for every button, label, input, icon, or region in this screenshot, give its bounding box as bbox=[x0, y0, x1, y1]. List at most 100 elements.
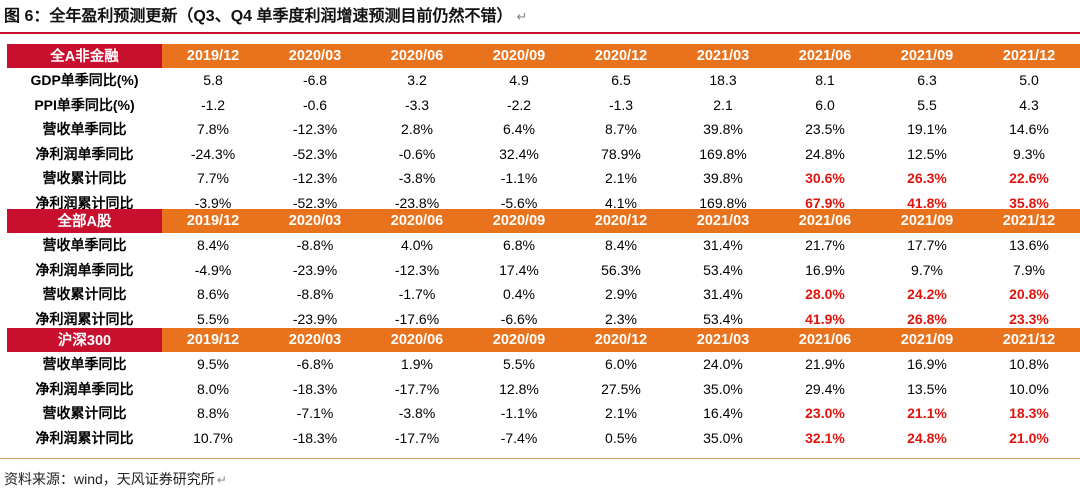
column-header: 2021/06 bbox=[774, 44, 876, 69]
value-cell: 2.9% bbox=[570, 282, 672, 307]
bottom-rule bbox=[0, 458, 1080, 459]
row-label: 净利润累计同比 bbox=[7, 425, 162, 451]
value-cell: 16.4% bbox=[672, 401, 774, 426]
value-cell: 8.4% bbox=[162, 233, 264, 258]
value-cell: 23.0% bbox=[774, 401, 876, 426]
value-cell: 24.2% bbox=[876, 282, 978, 307]
value-cell: 5.0 bbox=[978, 68, 1080, 93]
value-cell: 10.8% bbox=[978, 352, 1080, 377]
row-label: 营收单季同比 bbox=[7, 352, 162, 377]
value-cell: 21.9% bbox=[774, 352, 876, 377]
row-label: 净利润单季同比 bbox=[7, 257, 162, 283]
value-cell: 53.4% bbox=[672, 257, 774, 283]
column-header: 2019/12 bbox=[162, 328, 264, 353]
value-cell: 53.4% bbox=[672, 306, 774, 332]
row-label: 营收累计同比 bbox=[7, 282, 162, 307]
value-cell: -1.1% bbox=[468, 166, 570, 191]
value-cell: 13.6% bbox=[978, 233, 1080, 258]
table-row: PPI单季同比(%) -1.2 -0.6 -3.3 -2.2 -1.3 2.1 6.0 5.5 4… bbox=[7, 92, 1080, 118]
value-cell: 10.0% bbox=[978, 376, 1080, 402]
value-cell: 31.4% bbox=[672, 282, 774, 307]
table-csi300: 沪深300 2019/12 2020/03 2020/06 2020/09 2020/12… bbox=[7, 328, 1080, 451]
value-cell: -12.3% bbox=[264, 166, 366, 191]
column-header: 2021/12 bbox=[978, 328, 1080, 353]
column-header: 2021/03 bbox=[672, 209, 774, 234]
value-cell: 6.0% bbox=[570, 352, 672, 377]
column-header: 2020/06 bbox=[366, 328, 468, 353]
table-header-row: 全部A股 2019/12 2020/03 2020/06 2020/09 2020/12 2… bbox=[7, 209, 1080, 234]
value-cell: -0.6 bbox=[264, 92, 366, 118]
table-name-cell: 全A非金融 bbox=[7, 44, 162, 69]
value-cell: 4.3 bbox=[978, 92, 1080, 118]
value-cell: 2.3% bbox=[570, 306, 672, 332]
value-cell: 7.8% bbox=[162, 117, 264, 142]
column-header: 2020/12 bbox=[570, 209, 672, 234]
value-cell: -18.3% bbox=[264, 425, 366, 451]
value-cell: -3.8% bbox=[366, 166, 468, 191]
table-header-row: 沪深300 2019/12 2020/03 2020/06 2020/09 2020/12… bbox=[7, 328, 1080, 353]
column-header: 2021/09 bbox=[876, 44, 978, 69]
column-header: 2020/09 bbox=[468, 44, 570, 69]
value-cell: -1.2 bbox=[162, 92, 264, 118]
value-cell: 0.4% bbox=[468, 282, 570, 307]
column-header: 2021/09 bbox=[876, 328, 978, 353]
top-rule bbox=[0, 32, 1080, 34]
row-label: 营收单季同比 bbox=[7, 233, 162, 258]
table-row: 净利润单季同比 -24.3% -52.3% -0.6% 32.4% 78.9% 169.8%… bbox=[7, 141, 1080, 167]
value-cell: 5.5% bbox=[468, 352, 570, 377]
table-row: 营收单季同比 8.4% -8.8% 4.0% 6.8% 8.4% 31.4% 21.7% 17.… bbox=[7, 233, 1080, 258]
table-row: 净利润累计同比 10.7% -18.3% -17.7% -7.4% 0.5% 35.0% 32… bbox=[7, 425, 1080, 451]
column-header: 2020/03 bbox=[264, 328, 366, 353]
value-cell: 8.1 bbox=[774, 68, 876, 93]
value-cell: 3.2 bbox=[366, 68, 468, 93]
column-header: 2021/09 bbox=[876, 209, 978, 234]
value-cell: -3.8% bbox=[366, 401, 468, 426]
value-cell: 27.5% bbox=[570, 376, 672, 402]
value-cell: 7.9% bbox=[978, 257, 1080, 283]
value-cell: 35.0% bbox=[672, 376, 774, 402]
value-cell: 6.0 bbox=[774, 92, 876, 118]
value-cell: -3.3 bbox=[366, 92, 468, 118]
value-cell: 6.4% bbox=[468, 117, 570, 142]
row-label: GDP单季同比(%) bbox=[7, 68, 162, 93]
value-cell: 35.0% bbox=[672, 425, 774, 451]
value-cell: -52.3% bbox=[264, 141, 366, 167]
value-cell: 9.3% bbox=[978, 141, 1080, 167]
column-header: 2020/06 bbox=[366, 44, 468, 69]
value-cell: 5.5% bbox=[162, 306, 264, 332]
value-cell: 7.7% bbox=[162, 166, 264, 191]
table-row: 营收单季同比 7.8% -12.3% 2.8% 6.4% 8.7% 39.8% 23.5% 19… bbox=[7, 117, 1080, 142]
row-label: PPI单季同比(%) bbox=[7, 92, 162, 118]
value-cell: 20.8% bbox=[978, 282, 1080, 307]
value-cell: 1.9% bbox=[366, 352, 468, 377]
value-cell: 17.7% bbox=[876, 233, 978, 258]
value-cell: 13.5% bbox=[876, 376, 978, 402]
table-name-cell: 全部A股 bbox=[7, 209, 162, 234]
value-cell: 12.5% bbox=[876, 141, 978, 167]
column-header: 2020/03 bbox=[264, 209, 366, 234]
value-cell: 22.6% bbox=[978, 166, 1080, 191]
value-cell: -17.7% bbox=[366, 376, 468, 402]
value-cell: 8.7% bbox=[570, 117, 672, 142]
value-cell: -0.6% bbox=[366, 141, 468, 167]
value-cell: 30.6% bbox=[774, 166, 876, 191]
column-header: 2021/06 bbox=[774, 209, 876, 234]
value-cell: 0.5% bbox=[570, 425, 672, 451]
value-cell: 8.6% bbox=[162, 282, 264, 307]
table-row: 营收累计同比 7.7% -12.3% -3.8% -1.1% 2.1% 39.8% 30.6%… bbox=[7, 166, 1080, 191]
table-row: GDP单季同比(%) 5.8 -6.8 3.2 4.9 6.5 18.3 8.1 6.3 5.0 bbox=[7, 68, 1080, 93]
value-cell: 8.4% bbox=[570, 233, 672, 258]
value-cell: 9.7% bbox=[876, 257, 978, 283]
value-cell: 2.1 bbox=[672, 92, 774, 118]
value-cell: 26.8% bbox=[876, 306, 978, 332]
value-cell: 39.8% bbox=[672, 166, 774, 191]
value-cell: 21.1% bbox=[876, 401, 978, 426]
value-cell: -4.9% bbox=[162, 257, 264, 283]
value-cell: 6.8% bbox=[468, 233, 570, 258]
row-label: 净利润单季同比 bbox=[7, 141, 162, 167]
value-cell: 41.9% bbox=[774, 306, 876, 332]
table-row: 营收累计同比 8.8% -7.1% -3.8% -1.1% 2.1% 16.4% 23.0% 2… bbox=[7, 401, 1080, 426]
value-cell: 21.7% bbox=[774, 233, 876, 258]
value-cell: 23.3% bbox=[978, 306, 1080, 332]
value-cell: 12.8% bbox=[468, 376, 570, 402]
